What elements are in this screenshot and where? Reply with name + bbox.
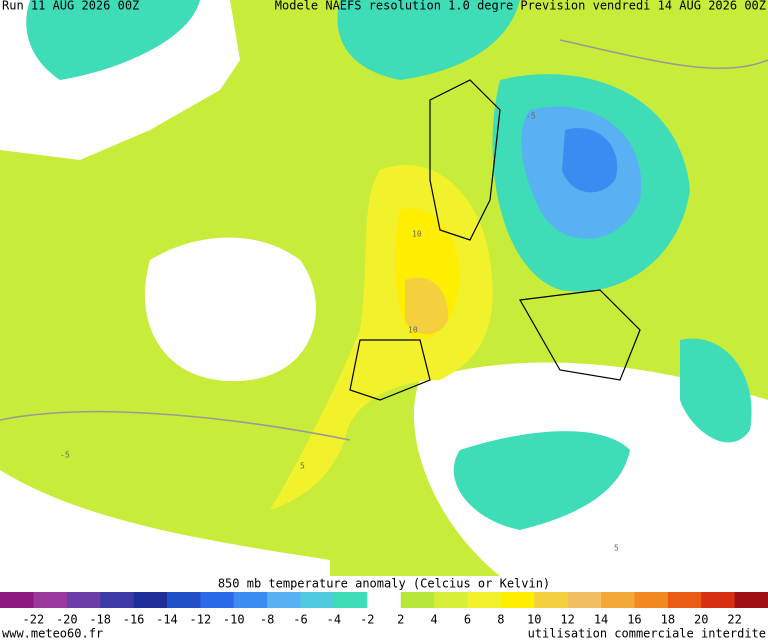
- contour-label: 5: [614, 544, 619, 553]
- colorbar-label: -10: [223, 613, 245, 627]
- model-label: Modele NAEFS resolution 1.0 degre: [275, 0, 513, 13]
- colorbar-segment: [534, 592, 569, 608]
- colorbar-label: 10: [527, 613, 541, 627]
- colorbar-segment: [467, 592, 502, 608]
- colorbar-label: 4: [430, 613, 437, 627]
- contour-label: -5: [60, 451, 70, 460]
- colorbar-segment: [367, 592, 402, 608]
- contour: [0, 39, 768, 441]
- neutral-area: [144, 237, 316, 382]
- colorbar-label: -16: [123, 613, 145, 627]
- contour-label: 10: [408, 326, 418, 335]
- colorbar-segment: [434, 592, 468, 608]
- colorbar-segment: [0, 592, 34, 608]
- colorbar-label: -20: [56, 613, 78, 627]
- colorbar-segment: [400, 592, 435, 608]
- colorbar-segment: [734, 592, 768, 608]
- colorbar-segment: [200, 592, 235, 608]
- contour-label: -5: [526, 112, 536, 121]
- notice-label: utilisation commerciale interdite: [528, 627, 766, 640]
- colorbar-segment: [166, 592, 201, 608]
- cold-anomaly: [680, 338, 752, 443]
- colorbar-label: 18: [661, 613, 675, 627]
- colorbar-segment: [66, 592, 101, 608]
- contour-label: 10: [412, 230, 422, 239]
- colorbar-title: 850 mb temperature anomaly (Celcius or K…: [218, 577, 550, 591]
- colorbar-label: 20: [694, 613, 708, 627]
- cold-anomaly: [337, 0, 520, 80]
- colorbar-label: -12: [190, 613, 212, 627]
- colorbar-label: -6: [293, 613, 307, 627]
- colorbar-label: 22: [727, 613, 741, 627]
- colorbar-segment: [300, 592, 335, 608]
- forecast-label: Prevision vendredi 14 AUG 2026 00Z: [520, 0, 766, 13]
- colorbar-segment: [233, 592, 268, 608]
- map: 10 10 -5 -5 5 5: [0, 0, 768, 576]
- colorbar-segment: [267, 592, 302, 608]
- cold-anomaly: [453, 431, 630, 530]
- colorbar-label: 6: [464, 613, 471, 627]
- colorbar-label: 16: [627, 613, 641, 627]
- colorbar: -22 -20 -18 -16 -14 -12 -10 -8 -6 -4 -2 2 4 6 8 10 12 14 1…: [0, 592, 768, 627]
- colorbar-segment: [701, 592, 736, 608]
- site-label: www.meteo60.fr: [2, 627, 103, 640]
- colorbar-segment: [133, 592, 168, 608]
- colorbar-segment: [667, 592, 702, 608]
- colorbar-segment: [100, 592, 135, 608]
- colorbar-segment: [567, 592, 602, 608]
- cold-anomaly: [26, 0, 200, 80]
- colorbar-label: -4: [327, 613, 341, 627]
- colorbar-label: 14: [594, 613, 608, 627]
- colorbar-label: -22: [23, 613, 45, 627]
- colorbar-label: 8: [497, 613, 504, 627]
- colorbar-label: -2: [360, 613, 374, 627]
- colorbar-segment: [333, 592, 368, 608]
- colorbar-label: -18: [89, 613, 111, 627]
- coastline: [349, 79, 641, 401]
- colorbar-label: -14: [156, 613, 178, 627]
- colorbar-segment: [33, 592, 68, 608]
- warm-anomaly: [405, 277, 449, 335]
- run-label: Run 11 AUG 2026 00Z: [2, 0, 139, 13]
- colorbar-segment: [634, 592, 669, 608]
- colorbar-label: 12: [560, 613, 574, 627]
- colorbar-segment: [601, 592, 635, 608]
- colorbar-label: 2: [397, 613, 404, 627]
- cold-anomaly: [562, 128, 618, 193]
- colorbar-segment: [500, 592, 535, 608]
- neutral-area: [0, 470, 330, 576]
- colorbar-label: -8: [260, 613, 274, 627]
- contour-label: 5: [300, 462, 305, 471]
